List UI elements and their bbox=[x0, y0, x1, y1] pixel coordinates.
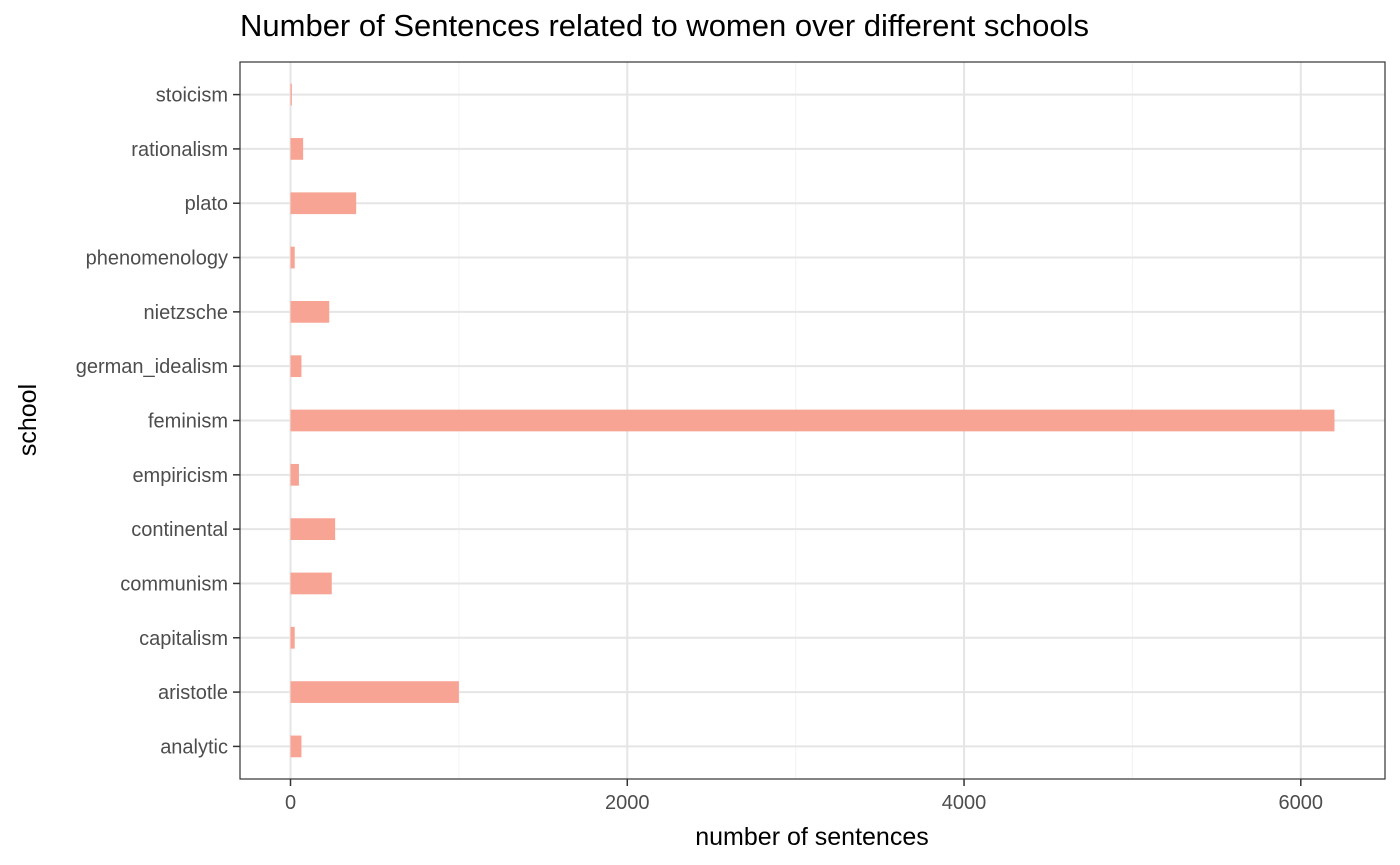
bar-aristotle bbox=[290, 681, 459, 703]
y-tick-label: empiricism bbox=[132, 465, 228, 487]
y-tick-label: rationalism bbox=[131, 139, 228, 161]
y-tick-label: german_idealism bbox=[76, 356, 228, 378]
bar-analytic bbox=[290, 735, 302, 758]
y-tick-label: capitalism bbox=[139, 628, 228, 650]
y-tick-label: aristotle bbox=[158, 682, 228, 704]
y-tick-label: phenomenology bbox=[86, 248, 228, 270]
x-axis-title: number of sentences bbox=[695, 823, 928, 851]
y-tick-label: continental bbox=[131, 519, 228, 541]
bar-nietzsche bbox=[290, 301, 330, 323]
bar-communism bbox=[290, 572, 332, 595]
bar-phenomenology bbox=[290, 246, 295, 269]
bar-layer bbox=[290, 83, 1335, 758]
bar-empiricism bbox=[290, 463, 299, 486]
x-tick-label: 4000 bbox=[942, 792, 987, 814]
y-tick-label: plato bbox=[185, 193, 228, 215]
y-axis-title: school bbox=[14, 384, 42, 456]
x-tick-label: 0 bbox=[285, 792, 296, 814]
bar-plato bbox=[290, 192, 357, 215]
x-tick-label: 2000 bbox=[605, 792, 650, 814]
y-tick-label: nietzsche bbox=[144, 302, 229, 324]
bar-capitalism bbox=[290, 626, 295, 649]
axis-layer: 0 2000 4000 6000 analytic aristotle capitalism… bbox=[76, 85, 1323, 814]
chart-title: Number of Sentences related to women ove… bbox=[240, 8, 1089, 43]
y-tick-label: analytic bbox=[160, 736, 228, 758]
y-tick-label: communism bbox=[120, 573, 228, 595]
x-tick-label: 6000 bbox=[1279, 792, 1324, 814]
bar-feminism bbox=[290, 409, 1335, 432]
y-tick-label: feminism bbox=[148, 411, 228, 433]
bar-rationalism bbox=[290, 138, 304, 160]
bar-continental bbox=[290, 518, 336, 540]
y-tick-label: stoicism bbox=[156, 85, 228, 107]
bar-german_idealism bbox=[290, 355, 302, 378]
bar-stoicism bbox=[290, 83, 292, 106]
